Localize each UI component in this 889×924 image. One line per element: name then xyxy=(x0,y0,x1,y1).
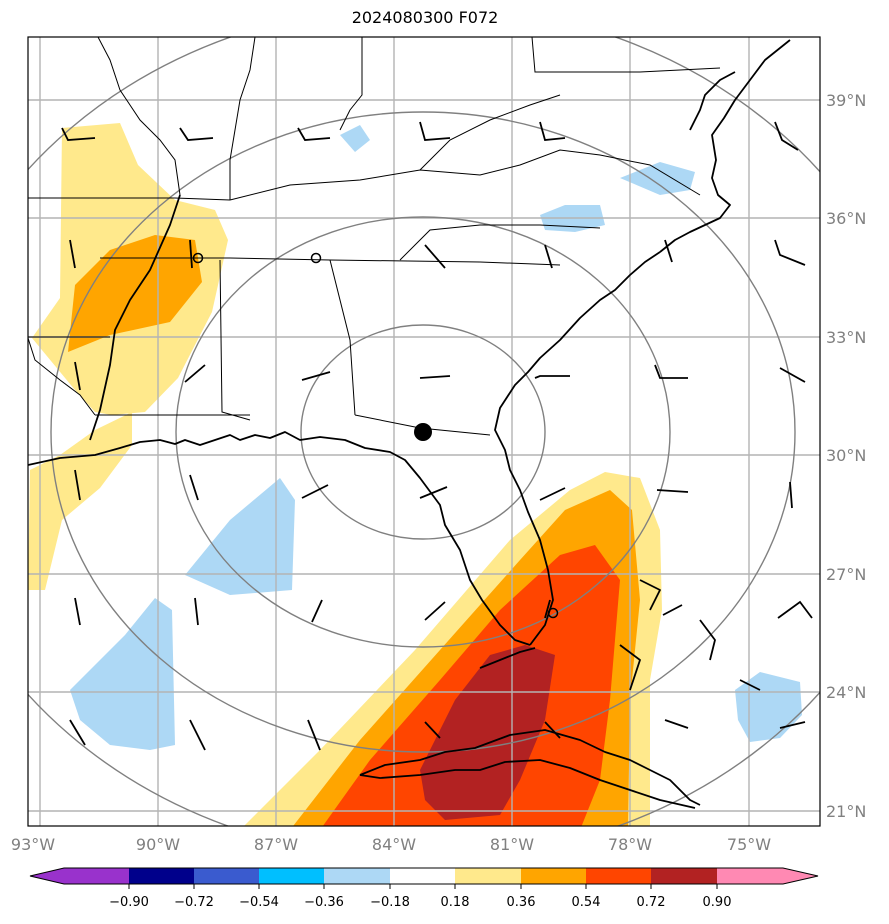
colorbar-tick-label: −0.36 xyxy=(304,895,344,910)
lat-label: 30°N xyxy=(826,446,866,465)
colorbar-bin xyxy=(717,868,783,884)
colorbar-tick-label: 0.36 xyxy=(507,895,536,910)
colorbar-bin xyxy=(129,868,194,884)
map-area xyxy=(28,37,820,826)
colorbar-bin xyxy=(455,868,521,884)
lat-label: 39°N xyxy=(826,91,866,110)
contour-fill-neg-0.18-atl xyxy=(735,672,802,742)
contour-fill-neg-0.18-ohio xyxy=(340,125,370,152)
lon-label: 90°W xyxy=(136,835,180,854)
center-marker xyxy=(414,423,432,441)
colorbar-extend-low xyxy=(30,868,64,884)
chesapeake xyxy=(689,71,736,131)
contour-fill-neg-0.18-gulf-n xyxy=(185,478,295,595)
colorbar-bin xyxy=(194,868,259,884)
colorbar-tick-label: −0.90 xyxy=(109,895,149,910)
colorbar-tick-label: 0.72 xyxy=(637,895,666,910)
mississippi-river xyxy=(89,194,181,441)
contour-fill-neg-0.18-gulf-sw xyxy=(70,598,175,750)
range-rings xyxy=(28,37,820,826)
colorbar-bin xyxy=(64,868,129,884)
contour-fill-0.72-se xyxy=(420,645,555,820)
coastlines xyxy=(28,39,791,809)
marker-2 xyxy=(310,252,322,264)
contour-fill-0.18-west xyxy=(28,412,132,590)
lon-label: 93°W xyxy=(11,835,55,854)
station-markers xyxy=(192,252,559,619)
lon-label: 75°W xyxy=(727,835,771,854)
colorbar-tick-label: 0.54 xyxy=(572,895,601,910)
lat-labels: 39°N 36°N 33°N 30°N 27°N 24°N 21°N xyxy=(826,91,866,821)
lat-label: 36°N xyxy=(826,209,866,228)
colorbar: −0.90 −0.72 −0.54 −0.36 −0.18 0.18 0.36 … xyxy=(29,867,819,910)
state-borders xyxy=(28,37,721,436)
graticule xyxy=(28,37,820,826)
lon-label: 87°W xyxy=(254,835,298,854)
range-ring-3 xyxy=(50,111,796,753)
marker-1 xyxy=(192,252,204,264)
cuba xyxy=(359,729,701,809)
lat-label: 24°N xyxy=(826,683,866,702)
colorbar-bin xyxy=(651,868,717,884)
colorbar-bin xyxy=(521,868,586,884)
negative-field xyxy=(70,125,802,750)
colorbar-tick-label: −0.54 xyxy=(239,895,279,910)
colorbar-tick-label: −0.18 xyxy=(370,895,410,910)
colorbar-bin xyxy=(324,868,390,884)
colorbar-extend-high xyxy=(783,868,818,884)
range-ring-1 xyxy=(300,324,546,540)
lon-labels: 93°W 90°W 87°W 84°W 81°W 78°W 75°W xyxy=(11,835,771,854)
colorbar-bin xyxy=(259,868,324,884)
lon-label: 78°W xyxy=(608,835,652,854)
colorbar-bin xyxy=(586,868,651,884)
colorbar-bin xyxy=(390,868,455,884)
keys xyxy=(479,647,536,669)
colorbar-tick-label: −0.72 xyxy=(174,895,214,910)
bahamas xyxy=(619,579,761,691)
range-ring-2 xyxy=(175,216,671,648)
contour-fill-neg-0.18-va xyxy=(620,162,695,195)
colorbar-tick-label: 0.90 xyxy=(703,895,732,910)
gulf-coast xyxy=(28,431,531,646)
atlantic-coast xyxy=(659,39,791,253)
lat-label: 33°N xyxy=(826,328,866,347)
florida-east-coast xyxy=(494,251,661,646)
wind-barbs xyxy=(61,121,813,751)
map-title: 2024080300 F072 xyxy=(351,8,499,27)
map-frame xyxy=(27,36,821,827)
colorbar-outline xyxy=(29,867,819,885)
lon-label: 81°W xyxy=(490,835,534,854)
marker-3 xyxy=(547,607,559,619)
lat-label: 21°N xyxy=(826,802,866,821)
lon-label: 84°W xyxy=(372,835,416,854)
colorbar-tick-label: 0.18 xyxy=(441,895,470,910)
lat-label: 27°N xyxy=(826,565,866,584)
